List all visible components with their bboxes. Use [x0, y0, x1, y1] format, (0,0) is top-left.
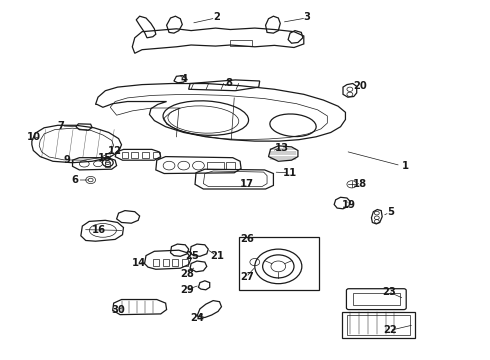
Text: 24: 24 — [190, 312, 204, 323]
Text: 6: 6 — [71, 175, 78, 185]
Text: 8: 8 — [225, 78, 232, 88]
Text: 12: 12 — [108, 146, 122, 156]
Text: 23: 23 — [382, 287, 396, 297]
Bar — [226, 162, 235, 169]
Text: 21: 21 — [211, 251, 225, 261]
Bar — [153, 152, 160, 158]
Text: 16: 16 — [92, 225, 106, 235]
Bar — [153, 259, 159, 266]
Text: 10: 10 — [27, 132, 41, 142]
Bar — [122, 152, 128, 158]
Bar — [182, 259, 188, 266]
Text: 29: 29 — [180, 285, 194, 295]
Text: 20: 20 — [353, 81, 367, 91]
Text: 13: 13 — [274, 143, 289, 153]
Text: 19: 19 — [342, 200, 356, 210]
Text: 2: 2 — [213, 12, 220, 22]
Text: 11: 11 — [283, 168, 297, 178]
Text: 5: 5 — [387, 207, 394, 217]
Bar — [172, 259, 178, 266]
Bar — [239, 237, 318, 290]
Text: 7: 7 — [58, 121, 65, 131]
Text: 30: 30 — [112, 305, 125, 315]
Text: 14: 14 — [132, 258, 147, 268]
Text: 27: 27 — [240, 272, 254, 282]
Bar — [163, 259, 169, 266]
Bar — [353, 293, 400, 305]
Text: 26: 26 — [240, 234, 254, 244]
Bar — [342, 312, 415, 338]
Bar — [347, 315, 410, 335]
Text: 9: 9 — [64, 155, 71, 165]
Text: 28: 28 — [180, 269, 194, 279]
Text: 3: 3 — [303, 12, 310, 22]
Text: 18: 18 — [353, 179, 367, 189]
Text: 17: 17 — [240, 179, 254, 189]
Bar — [131, 152, 138, 158]
Bar — [142, 152, 149, 158]
Bar — [105, 162, 110, 167]
Text: 22: 22 — [383, 325, 397, 336]
Text: 4: 4 — [180, 74, 188, 84]
Text: 15: 15 — [98, 153, 112, 163]
Bar — [230, 40, 252, 46]
Text: 25: 25 — [185, 251, 199, 261]
Text: 1: 1 — [402, 161, 409, 171]
Bar — [207, 162, 224, 169]
